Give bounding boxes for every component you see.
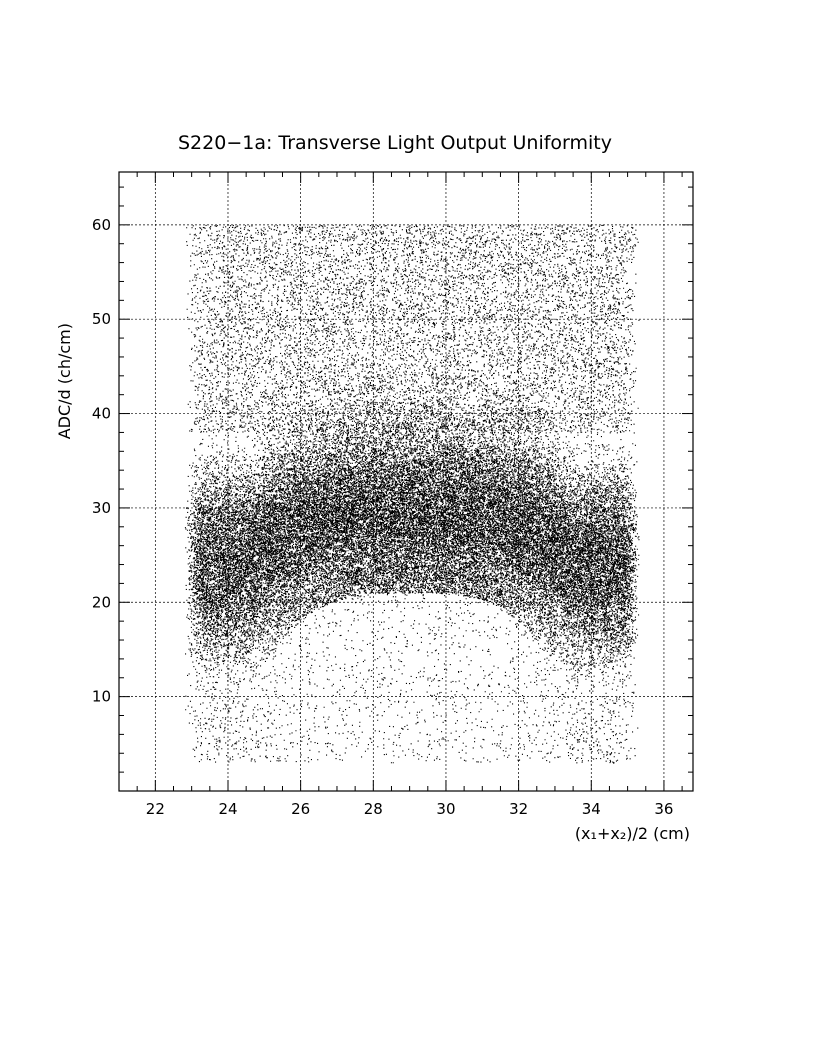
y-tick-labels: 10 20 30 40 50 60 <box>92 216 111 706</box>
axis-ticks <box>118 172 693 791</box>
x-tick-label: 22 <box>146 800 165 818</box>
x-tick-label: 30 <box>436 800 455 818</box>
y-tick-label: 20 <box>92 593 111 611</box>
y-tick-label: 30 <box>92 499 111 517</box>
y-tick-label: 60 <box>92 216 111 234</box>
y-tick-label: 10 <box>92 688 111 706</box>
x-tick-label: 32 <box>509 800 528 818</box>
x-tick-label: 28 <box>364 800 383 818</box>
x-tick-label: 26 <box>291 800 310 818</box>
x-tick-labels: 22 24 26 28 30 32 34 36 <box>146 800 674 818</box>
x-tick-label: 24 <box>218 800 237 818</box>
y-axis-label: ADC/d (ch/cm) <box>55 323 74 439</box>
y-tick-label: 40 <box>92 405 111 423</box>
scatter-point-cloud <box>184 224 640 764</box>
x-tick-label: 36 <box>654 800 673 818</box>
plot-frame <box>118 171 694 792</box>
x-axis-label: (x₁+x₂)/2 (cm) <box>575 824 690 843</box>
y-tick-label: 50 <box>92 310 111 328</box>
x-tick-label: 34 <box>582 800 601 818</box>
scatter-points <box>184 224 640 764</box>
chart-title: S220−1a: Transverse Light Output Uniform… <box>178 132 612 154</box>
